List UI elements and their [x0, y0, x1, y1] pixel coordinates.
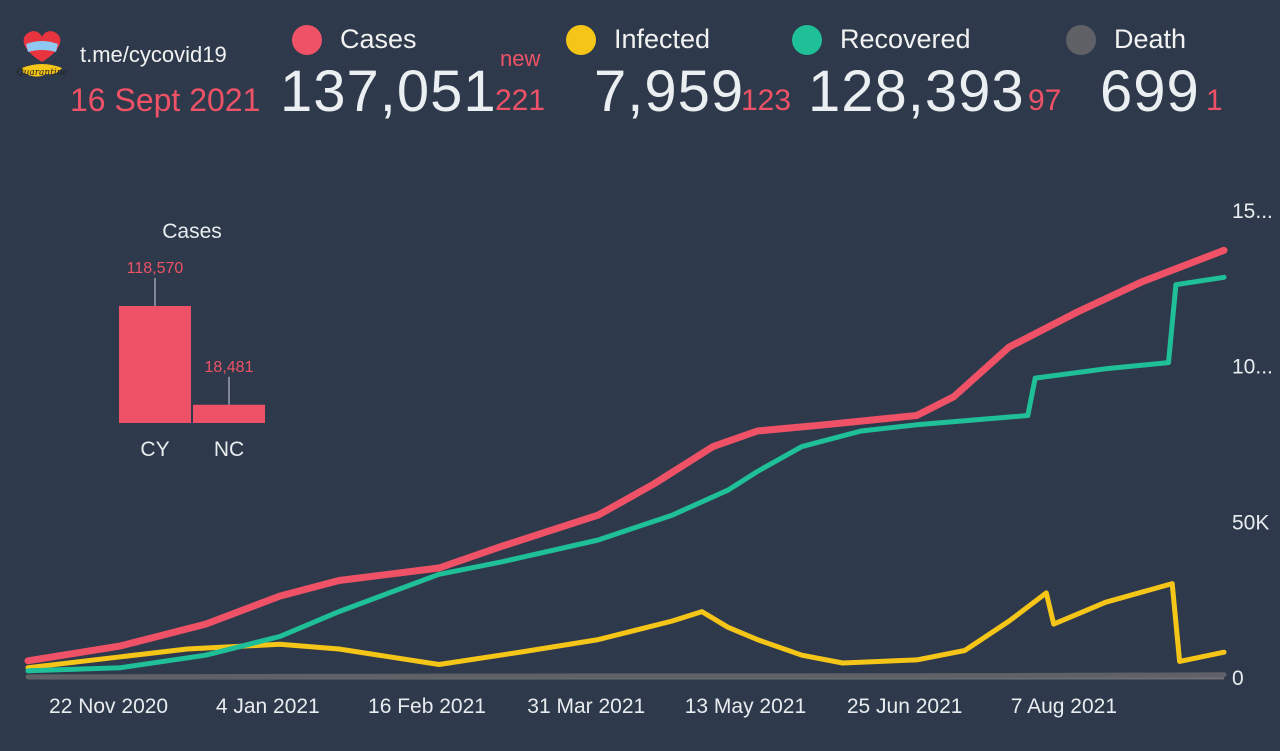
- bar-nc: [193, 404, 265, 423]
- infected-total: 7,959: [594, 59, 745, 124]
- cases-new: 221: [495, 84, 546, 117]
- series-line-infected: [25, 581, 1227, 671]
- bar-data-label: 118,570: [127, 260, 184, 277]
- bar-chart-title: Cases: [162, 220, 222, 243]
- x-tick-label: 4 Jan 2021: [216, 695, 320, 718]
- recovered-dot-icon: [792, 24, 822, 55]
- legend-death-label: Death: [1114, 24, 1187, 54]
- x-tick-label: 16 Feb 2021: [368, 695, 486, 718]
- bar-cy: [119, 306, 191, 423]
- legend-recovered: Recovered: [792, 24, 971, 55]
- y-tick-label: 0: [1232, 667, 1244, 690]
- infected-dot-icon: [566, 24, 596, 55]
- legend-infected: Infected: [566, 24, 710, 55]
- legend-infected-label: Infected: [614, 24, 711, 54]
- bar-category-label: NC: [214, 438, 244, 461]
- legend-cases-label: Cases: [340, 24, 417, 54]
- death-total: 699: [1100, 59, 1200, 124]
- x-tick-label: 22 Nov 2020: [49, 695, 168, 718]
- series-line-recovered: [25, 274, 1227, 674]
- series-line-death: [25, 672, 1227, 680]
- recovered-new: 97: [1028, 84, 1062, 117]
- cyprus-heart-logo: Quarantine: [16, 31, 68, 78]
- death-dot-icon: [1066, 24, 1096, 55]
- recovered-total: 128,393: [808, 59, 1025, 124]
- y-tick-label: 10...: [1232, 356, 1273, 379]
- new-label: new: [500, 46, 541, 71]
- x-tick-label: 25 Jun 2021: [847, 695, 963, 718]
- svg-text:Quarantine: Quarantine: [16, 68, 68, 78]
- x-tick-label: 13 May 2021: [685, 695, 806, 718]
- infected-new: 123: [741, 84, 792, 117]
- bar-category-label: CY: [140, 438, 169, 461]
- channel-link[interactable]: t.me/cycovid19: [80, 42, 227, 67]
- x-tick-label: 7 Aug 2021: [1011, 695, 1117, 718]
- death-new: 1: [1206, 84, 1223, 117]
- y-tick-label: 50K: [1232, 511, 1269, 534]
- legend-death: Death: [1066, 24, 1186, 55]
- series-line-cases: [24, 246, 1228, 665]
- report-date: 16 Sept 2021: [70, 82, 261, 118]
- cases-total: 137,051: [280, 59, 497, 124]
- x-tick-label: 31 Mar 2021: [527, 695, 645, 718]
- legend-recovered-label: Recovered: [840, 24, 971, 54]
- bar-data-label: 18,481: [205, 359, 254, 376]
- legend-cases: Cases: [292, 24, 417, 55]
- y-tick-label: 15...: [1232, 200, 1273, 223]
- cases-dot-icon: [292, 24, 322, 55]
